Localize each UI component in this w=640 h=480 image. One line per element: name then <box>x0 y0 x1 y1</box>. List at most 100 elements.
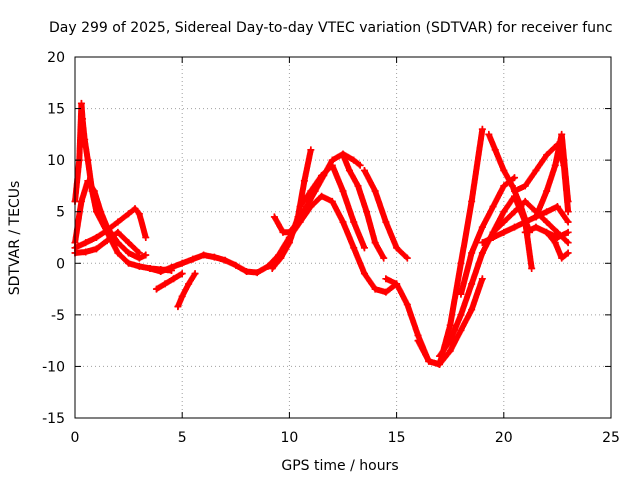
data-point <box>339 218 347 226</box>
data-point <box>564 218 572 226</box>
data-point <box>135 210 143 218</box>
data-point <box>489 228 497 236</box>
data-point <box>185 280 193 288</box>
data-point <box>403 254 411 262</box>
data-point <box>77 99 85 107</box>
y-tick-label: 20 <box>47 50 65 66</box>
data-point <box>478 223 486 231</box>
data-point <box>161 280 169 288</box>
data-point <box>457 326 465 334</box>
data-point <box>468 306 476 314</box>
series-track-15 <box>414 125 486 368</box>
data-point <box>511 174 519 182</box>
data-point <box>318 192 326 200</box>
y-tick-label: 15 <box>47 102 65 118</box>
data-point <box>81 136 89 144</box>
data-point <box>543 151 551 159</box>
data-point <box>521 228 529 236</box>
data-point <box>84 156 92 164</box>
y-tick-label: 0 <box>56 256 65 272</box>
data-point <box>478 249 486 257</box>
data-point <box>174 303 182 311</box>
data-point <box>356 161 364 169</box>
data-point <box>152 285 160 293</box>
data-point <box>564 239 572 247</box>
data-point <box>307 187 315 195</box>
data-point <box>350 244 358 252</box>
data-point <box>114 218 122 226</box>
data-point <box>114 249 122 257</box>
data-point <box>380 254 388 262</box>
data-point <box>300 177 308 185</box>
data-point <box>279 228 287 236</box>
data-point <box>360 270 368 278</box>
data-point <box>543 228 551 236</box>
data-point <box>360 244 368 252</box>
chart-title: Day 299 of 2025, Sidereal Day-to-day VTE… <box>49 20 613 36</box>
data-point <box>307 203 315 211</box>
data-point <box>403 301 411 309</box>
data-point <box>125 210 133 218</box>
data-point <box>382 218 390 226</box>
data-point <box>468 280 476 288</box>
grid-lines <box>75 57 611 418</box>
data-point <box>82 248 90 256</box>
data-point <box>354 182 362 190</box>
data-point <box>500 182 508 190</box>
series-track-9 <box>270 150 364 236</box>
data-point <box>92 234 100 241</box>
data-point <box>103 226 111 234</box>
series-track-24 <box>543 228 572 262</box>
data-point <box>131 205 139 213</box>
data-point <box>532 223 540 231</box>
data-point <box>468 197 476 205</box>
data-point <box>125 259 133 267</box>
data-point <box>478 125 486 133</box>
data-point <box>543 187 551 195</box>
data-point <box>243 268 251 276</box>
data-point <box>532 213 540 221</box>
series-track-6 <box>174 270 199 311</box>
series-track-17 <box>457 174 519 298</box>
data-point <box>551 161 559 169</box>
data-point <box>189 255 197 263</box>
data-point <box>551 239 559 247</box>
data-point <box>92 245 100 253</box>
data-point <box>142 234 150 241</box>
y-tick-label: -10 <box>42 359 65 375</box>
data-point <box>268 264 276 272</box>
data-point <box>270 213 278 221</box>
data-point <box>553 234 561 241</box>
y-axis-label: SDTVAR / TECUs <box>7 181 23 296</box>
data-point <box>253 269 261 277</box>
data-point <box>393 280 401 288</box>
series-track-5 <box>146 234 293 277</box>
data-point <box>264 262 272 270</box>
data-point <box>511 208 519 216</box>
x-axis-label: GPS time / hours <box>281 458 398 474</box>
data-point <box>82 239 90 247</box>
data-point <box>200 251 208 259</box>
data-point <box>558 130 566 138</box>
data-point <box>350 218 358 226</box>
x-tick-label: 20 <box>495 430 513 446</box>
data-point <box>339 187 347 195</box>
data-point <box>221 256 229 264</box>
data-point <box>307 146 315 154</box>
data-point <box>457 311 465 319</box>
data-point <box>446 347 454 355</box>
data-point <box>103 237 111 245</box>
x-tick-label: 5 <box>178 430 187 446</box>
data-point <box>328 161 336 169</box>
x-tick-label: 15 <box>388 430 406 446</box>
series-track-7 <box>152 270 186 293</box>
data-point <box>435 360 443 368</box>
data-point <box>191 270 199 278</box>
data-point <box>500 218 508 226</box>
data-point <box>457 290 465 298</box>
data-point <box>491 146 499 154</box>
data-point <box>345 166 353 174</box>
data-point <box>393 244 401 252</box>
data-point <box>371 187 379 195</box>
